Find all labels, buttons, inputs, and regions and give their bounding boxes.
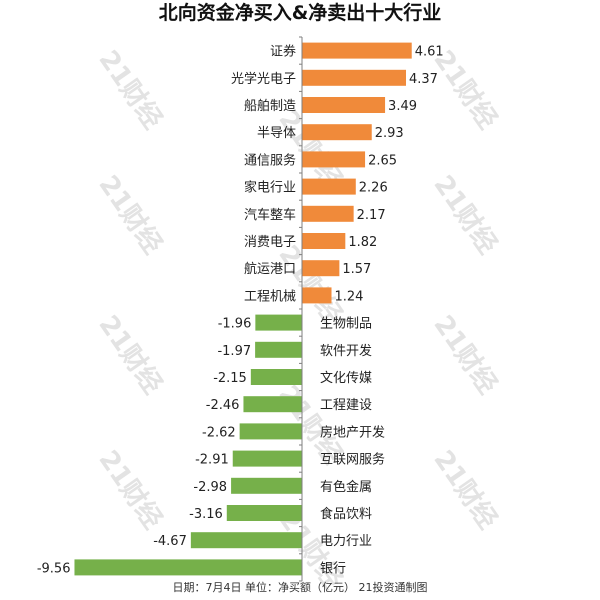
value-label-14: -2.62 <box>202 425 236 440</box>
category-label-19: 银行 <box>320 561 346 576</box>
category-label-9: 工程机械 <box>244 289 296 304</box>
bar-2 <box>302 97 386 113</box>
category-label-3: 半导体 <box>257 126 296 141</box>
value-label-11: -1.97 <box>217 344 251 359</box>
bar-0 <box>302 42 412 59</box>
value-label-13: -2.46 <box>206 398 240 413</box>
bar-17 <box>226 505 302 521</box>
category-label-0: 证券 <box>270 44 296 60</box>
value-label-16: -2.98 <box>193 480 227 495</box>
bar-7 <box>302 233 346 249</box>
value-label-10: -1.96 <box>218 317 252 332</box>
bar-14 <box>239 423 302 440</box>
category-label-7: 消费电子 <box>244 235 296 250</box>
category-label-15: 互联网服务 <box>320 452 385 468</box>
value-label-9: 1.24 <box>335 289 364 304</box>
value-label-4: 2.65 <box>368 153 397 168</box>
chart-footer: 日期：7月4日 单位：净买额（亿元） 21投资通制图 <box>172 581 428 594</box>
value-label-12: -2.15 <box>213 371 247 386</box>
category-label-4: 通信服务 <box>244 152 296 168</box>
bar-1 <box>302 69 407 86</box>
value-label-17: -3.16 <box>189 507 223 522</box>
value-label-7: 1.82 <box>348 235 377 250</box>
bar-4 <box>302 151 366 168</box>
category-label-13: 工程建设 <box>320 398 372 413</box>
bar-10 <box>255 314 302 331</box>
value-label-15: -2.91 <box>195 453 229 468</box>
bar-18 <box>190 532 302 549</box>
value-label-18: -4.67 <box>153 534 187 549</box>
category-label-10: 生物制品 <box>320 317 372 332</box>
value-label-6: 2.17 <box>357 208 386 223</box>
category-label-1: 光学光电子 <box>231 71 296 87</box>
value-label-0: 4.61 <box>415 45 444 60</box>
category-label-2: 船舶制造 <box>244 98 296 114</box>
bar-16 <box>231 477 302 494</box>
category-label-12: 文化传媒 <box>320 371 372 386</box>
category-label-18: 电力行业 <box>320 534 372 549</box>
category-label-17: 食品饮料 <box>320 506 372 522</box>
bar-11 <box>255 341 302 358</box>
bar-5 <box>302 178 356 195</box>
value-label-3: 2.93 <box>375 126 404 141</box>
bar-13 <box>243 396 302 413</box>
value-label-19: -9.56 <box>37 561 71 576</box>
category-label-14: 房地产开发 <box>320 424 385 440</box>
bar-12 <box>250 369 302 385</box>
category-label-8: 航运港口 <box>244 261 296 277</box>
value-label-5: 2.26 <box>359 181 388 196</box>
category-label-11: 软件开发 <box>320 343 372 359</box>
value-label-2: 3.49 <box>388 99 417 114</box>
category-label-16: 有色金属 <box>320 479 372 495</box>
bar-9 <box>302 287 332 304</box>
category-label-5: 家电行业 <box>244 180 296 196</box>
chart-title: 北向资金净买入&净卖出十大行业 <box>158 2 442 24</box>
category-label-6: 汽车整车 <box>244 207 296 223</box>
bar-19 <box>74 559 302 576</box>
bar-8 <box>302 260 340 277</box>
bar-15 <box>232 450 302 467</box>
value-label-8: 1.57 <box>342 262 371 277</box>
bar-6 <box>302 205 354 222</box>
value-label-1: 4.37 <box>409 72 438 87</box>
bar-3 <box>302 124 372 141</box>
